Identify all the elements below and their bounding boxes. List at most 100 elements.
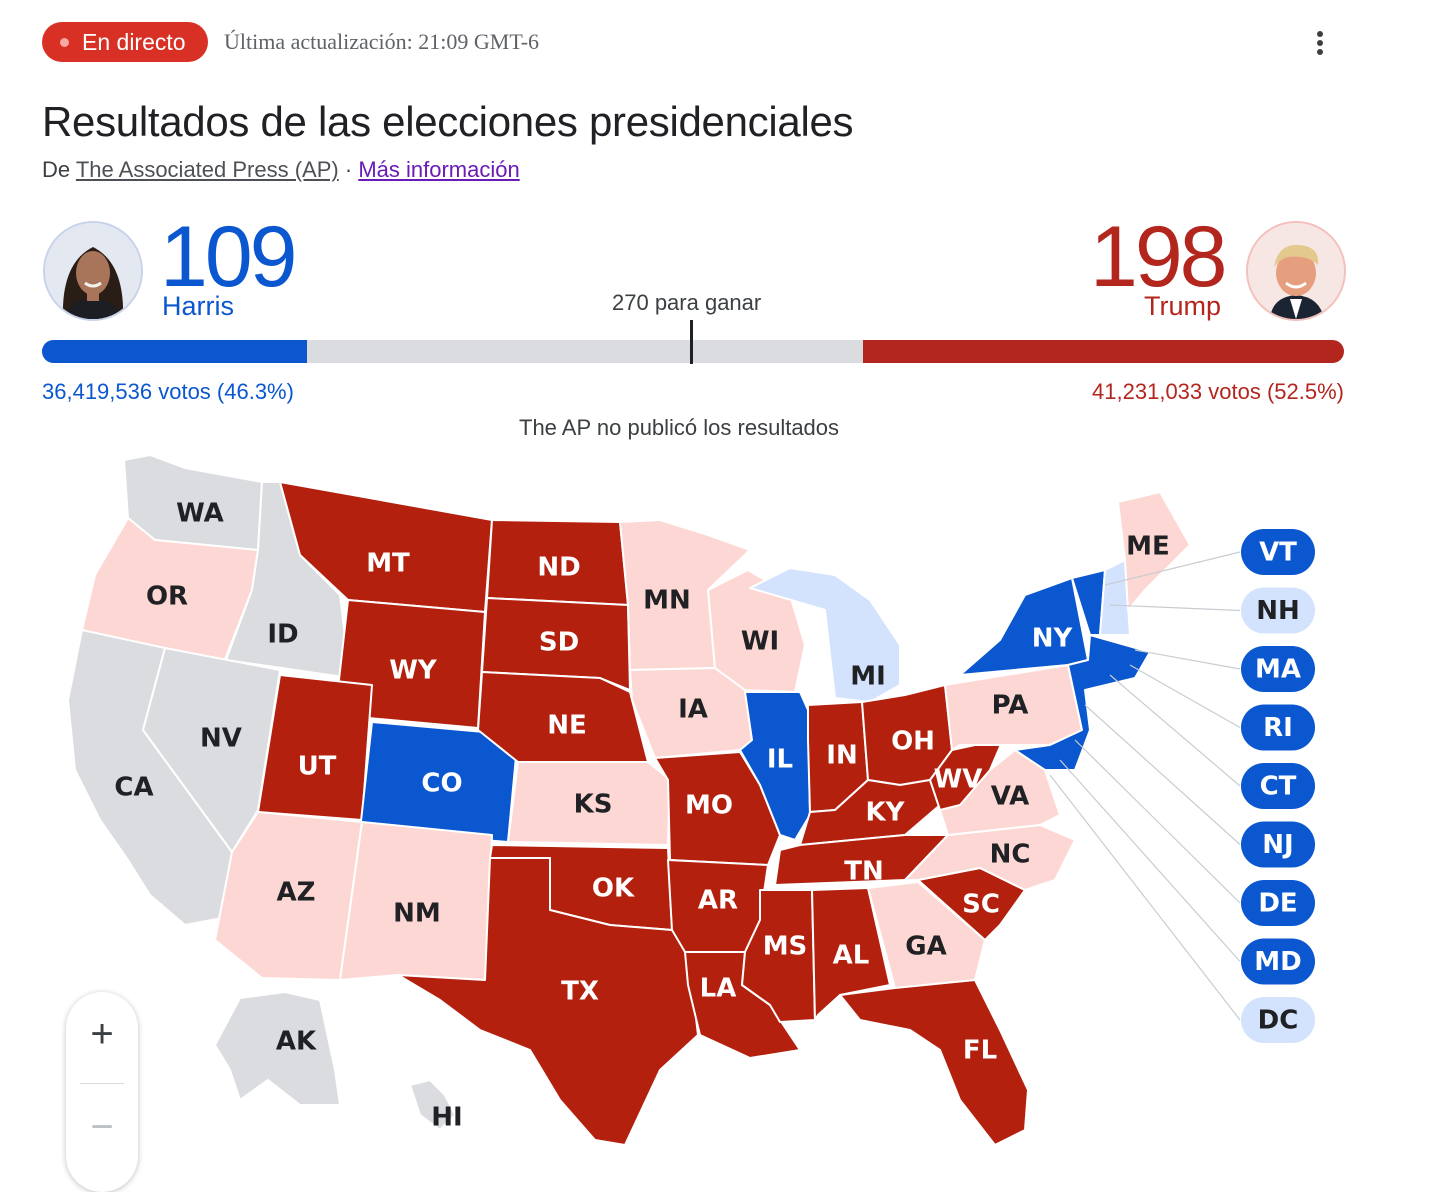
- state-label-IL: IL: [767, 745, 793, 775]
- state-label-UT: UT: [298, 752, 337, 782]
- callout-pill-CT[interactable]: [1241, 763, 1315, 809]
- state-GA[interactable]: [867, 881, 986, 989]
- more-options-icon[interactable]: [1306, 28, 1334, 64]
- state-label-AZ: AZ: [277, 878, 316, 908]
- callout-pill-RI[interactable]: [1241, 704, 1315, 751]
- state-label-NM: NM: [393, 899, 441, 929]
- callout-label-MD: MD: [1254, 947, 1301, 977]
- state-label-NE: NE: [547, 711, 587, 741]
- harris-name: Harris: [162, 291, 234, 321]
- harris-portrait-icon: [45, 223, 141, 319]
- callout-label-RI: RI: [1263, 713, 1293, 743]
- state-label-OK: OK: [592, 874, 635, 904]
- source-line: De The Associated Press (AP) · Más infor…: [42, 157, 520, 183]
- more-info-link[interactable]: Más información: [358, 157, 520, 182]
- trump-electoral-votes: 198: [1090, 209, 1227, 305]
- callout-line-DC: [1049, 774, 1241, 1021]
- state-ME[interactable]: [1117, 491, 1191, 611]
- state-label-IA: IA: [678, 695, 708, 725]
- live-dot-icon: [60, 37, 69, 47]
- threshold-marker: [690, 320, 693, 364]
- state-label-GA: GA: [905, 932, 946, 962]
- callout-pill-VT[interactable]: [1241, 529, 1315, 575]
- state-label-WI: WI: [741, 627, 779, 657]
- callout-label-CT: CT: [1260, 772, 1297, 802]
- callout-line-CT: [1109, 674, 1241, 787]
- callout-line-DE: [1074, 739, 1241, 904]
- state-label-LA: LA: [700, 974, 737, 1004]
- state-label-ND: ND: [537, 553, 580, 583]
- state-label-OH: OH: [891, 727, 935, 757]
- state-label-SC: SC: [962, 890, 1000, 920]
- state-WI[interactable]: [707, 569, 806, 693]
- zoom-control: + −: [66, 992, 138, 1192]
- state-label-OR: OR: [146, 582, 188, 612]
- page-title: Resultados de las elecciones presidencia…: [42, 98, 854, 145]
- callout-pill-NH[interactable]: [1241, 587, 1315, 634]
- callout-pill-MD[interactable]: [1241, 938, 1315, 985]
- threshold-label: 270 para ganar: [612, 290, 762, 315]
- state-AK[interactable]: [214, 991, 341, 1106]
- state-label-AR: AR: [698, 886, 738, 916]
- state-WV[interactable]: [929, 734, 1006, 811]
- state-label-TN: TN: [844, 857, 884, 887]
- state-label-CO: CO: [421, 769, 462, 799]
- state-NH[interactable]: [1099, 559, 1131, 636]
- callout-label-MA: MA: [1255, 655, 1301, 685]
- source-publisher-link[interactable]: The Associated Press (AP): [75, 157, 339, 182]
- live-label: En directo: [82, 28, 186, 55]
- harris-popular-votes: 36,419,536 votos (46.3%): [42, 379, 294, 404]
- state-label-WA: WA: [176, 499, 224, 529]
- state-IL[interactable]: [739, 691, 811, 841]
- state-label-AL: AL: [833, 941, 870, 971]
- live-badge: En directo: [42, 22, 208, 62]
- electoral-vote-bar: [42, 340, 1344, 363]
- callout-pill-DC[interactable]: [1241, 997, 1315, 1043]
- harris-bar-fill: [42, 340, 307, 363]
- trump-name: Trump: [1144, 291, 1222, 321]
- callout-label-NH: NH: [1256, 596, 1300, 626]
- state-label-NC: NC: [990, 840, 1031, 870]
- us-election-map[interactable]: WA OR CA ID NV MT WY UT CO AZ NM ND SD NE KS OK TX MN IA MO…: [0, 440, 1440, 1175]
- state-label-FL: FL: [963, 1036, 997, 1066]
- state-label-MI: MI: [850, 662, 886, 692]
- ap-note: The AP no publicó los resultados: [519, 415, 840, 440]
- callout-label-NJ: NJ: [1262, 830, 1293, 860]
- zoom-out-button[interactable]: −: [90, 1105, 114, 1149]
- callout-label-VT: VT: [1259, 538, 1297, 568]
- state-TX[interactable]: [397, 857, 699, 1146]
- state-label-CA: CA: [114, 773, 153, 803]
- callout-pill-NJ[interactable]: [1241, 821, 1315, 868]
- trump-popular-votes: 41,231,033 votos (52.5%): [1092, 379, 1344, 404]
- harris-electoral-votes: 109: [160, 209, 297, 305]
- zoom-divider: [80, 1083, 124, 1084]
- source-separator: ·: [344, 157, 353, 182]
- state-VA[interactable]: [939, 749, 1061, 836]
- state-label-ME: ME: [1126, 532, 1170, 562]
- callout-pill-MA[interactable]: [1241, 646, 1315, 692]
- last-updated: Última actualización: 21:09 GMT-6: [224, 29, 540, 54]
- state-label-WY: WY: [389, 656, 438, 686]
- state-MI[interactable]: [749, 567, 901, 703]
- harris-avatar: [43, 221, 143, 321]
- callout-line-NH: [1109, 604, 1241, 612]
- callout-line-NJ: [1084, 704, 1241, 845]
- state-label-MN: MN: [643, 586, 691, 616]
- state-label-ID: ID: [267, 620, 298, 650]
- state-label-MT: MT: [366, 549, 410, 579]
- state-label-AK: AK: [276, 1027, 317, 1057]
- state-HI[interactable]: [409, 1079, 456, 1131]
- trump-avatar: [1246, 221, 1346, 321]
- state-label-HI: HI: [431, 1103, 462, 1133]
- trump-portrait-icon: [1248, 223, 1344, 319]
- state-label-SD: SD: [539, 628, 579, 658]
- trump-bar-fill: [862, 340, 1344, 363]
- source-prefix: De: [42, 157, 71, 182]
- state-label-MO: MO: [685, 791, 733, 821]
- state-FL[interactable]: [839, 979, 1029, 1146]
- zoom-in-button[interactable]: +: [90, 1012, 114, 1056]
- state-label-IN: IN: [826, 741, 857, 771]
- state-label-TX: TX: [561, 977, 599, 1007]
- state-label-NY: NY: [1032, 624, 1074, 654]
- callout-pill-DE[interactable]: [1241, 880, 1315, 926]
